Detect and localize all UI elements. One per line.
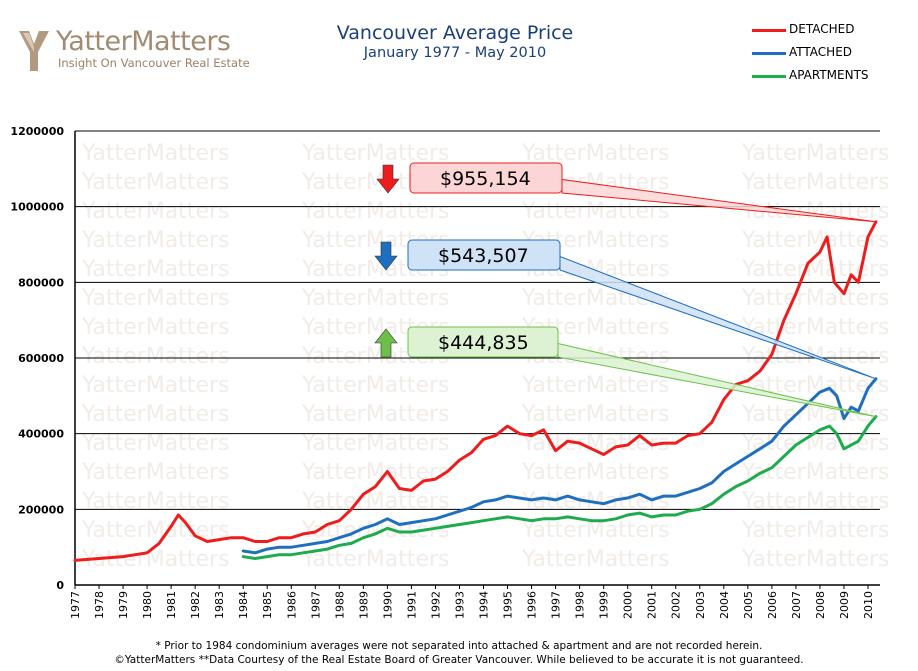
watermark-text: YatterMatters [81, 518, 229, 543]
x-tick-label: 1985 [261, 591, 274, 619]
x-tick-label: 2009 [838, 591, 851, 619]
x-tick-label: 2008 [814, 591, 827, 619]
y-tick-label: 0 [56, 579, 64, 592]
watermark-text: YatterMatters [81, 315, 229, 340]
x-tick-label: 1997 [550, 591, 563, 619]
watermark-text: YatterMatters [301, 489, 449, 514]
watermark-text: YatterMatters [521, 199, 669, 224]
watermark-text: YatterMatters [301, 141, 449, 166]
y-tick-label: 200000 [18, 503, 64, 516]
watermark-text: YatterMatters [81, 141, 229, 166]
x-tick-label: 1998 [574, 591, 587, 619]
watermark-text: YatterMatters [81, 431, 229, 456]
watermark-text: YatterMatters [301, 431, 449, 456]
x-tick-label: 1991 [405, 591, 418, 619]
annotation-value-attached: $543,507 [438, 245, 529, 267]
watermark-text: YatterMatters [301, 199, 449, 224]
watermark-text: YatterMatters [301, 373, 449, 398]
watermark-text: YatterMatters [741, 170, 889, 195]
watermark-text: YatterMatters [521, 402, 669, 427]
x-tick-label: 2006 [766, 591, 779, 619]
y-tick-label: 1200000 [10, 125, 64, 138]
x-tick-label: 2000 [622, 591, 635, 619]
x-tick-label: 1979 [117, 591, 130, 619]
x-tick-label: 1996 [526, 591, 539, 619]
price-chart: YatterMatters YatterMatters YatterMatters Y… [0, 0, 918, 640]
watermark-text: YatterMatters [81, 199, 229, 224]
x-tick-label: 1977 [69, 591, 82, 619]
watermark-text: YatterMatters [81, 286, 229, 311]
watermark-text: YatterMatters [81, 402, 229, 427]
annotation-value-detached: $955,154 [440, 168, 531, 190]
x-tick-label: 1995 [502, 591, 515, 619]
watermark-text: YatterMatters [521, 141, 669, 166]
x-tick-label: 1999 [598, 591, 611, 619]
watermark-text: YatterMatters [81, 460, 229, 485]
watermark-text: YatterMatters [81, 170, 229, 195]
x-tick-label: 2001 [646, 591, 659, 619]
y-tick-label: 400000 [18, 428, 64, 441]
x-tick-label: 1978 [93, 591, 106, 619]
watermark-text: YatterMatters [301, 402, 449, 427]
x-tick-label: 2005 [742, 591, 755, 619]
x-tick-label: 1981 [165, 591, 178, 619]
x-tick-label: 1993 [453, 591, 466, 619]
watermark-text: YatterMatters [521, 460, 669, 485]
watermark-text: YatterMatters [741, 547, 889, 572]
x-tick-label: 1984 [237, 591, 250, 619]
watermark-text: YatterMatters [301, 286, 449, 311]
y-tick-label: 800000 [18, 276, 64, 289]
x-tick-label: 1980 [141, 591, 154, 619]
watermark-text: YatterMatters [741, 141, 889, 166]
x-tick-label: 1983 [213, 591, 226, 619]
watermark-text: YatterMatters [81, 257, 229, 282]
x-tick-label: 2002 [670, 591, 683, 619]
watermark-text: YatterMatters [741, 286, 889, 311]
watermark-text: YatterMatters [521, 547, 669, 572]
x-tick-label: 1988 [333, 591, 346, 619]
x-tick-label: 1982 [189, 591, 202, 619]
watermark-text: YatterMatters [521, 431, 669, 456]
watermark-text: YatterMatters [741, 431, 889, 456]
x-tick-label: 2007 [790, 591, 803, 619]
watermark-text: YatterMatters [741, 518, 889, 543]
x-tick-label: 2010 [862, 591, 875, 619]
watermark-text: YatterMatters [741, 257, 889, 282]
x-tick-label: 1990 [381, 591, 394, 619]
annotation-value-apartments: $444,835 [438, 332, 529, 354]
x-tick-label: 2004 [718, 591, 731, 619]
watermark-text: YatterMatters [81, 344, 229, 369]
x-tick-label: 2003 [694, 591, 707, 619]
y-tick-label: 1000000 [10, 201, 64, 214]
x-tick-label: 1986 [285, 591, 298, 619]
y-tick-label: 600000 [18, 352, 64, 365]
x-tick-label: 1987 [309, 591, 322, 619]
watermark-text: YatterMatters [741, 489, 889, 514]
watermark-text: YatterMatters [81, 228, 229, 253]
x-tick-label: 1989 [357, 591, 370, 619]
x-tick-label: 1994 [478, 591, 491, 619]
footnote-data-source: ©YatterMatters **Data Courtesy of the Re… [0, 654, 918, 666]
watermark-text: YatterMatters [81, 373, 229, 398]
x-tick-label: 1992 [429, 591, 442, 619]
watermark-text: YatterMatters [521, 373, 669, 398]
watermark-text: YatterMatters [81, 489, 229, 514]
footnote-condominium: * Prior to 1984 condominium averages wer… [0, 640, 918, 652]
